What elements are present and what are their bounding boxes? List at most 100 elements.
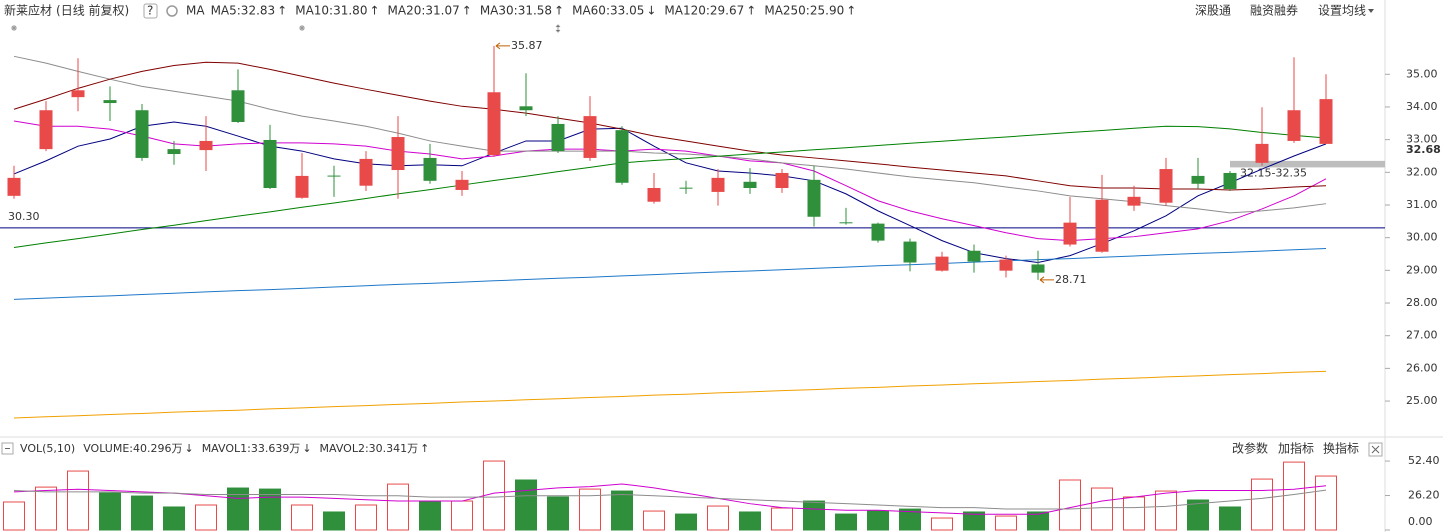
legend-trend: ↑ <box>277 4 287 18</box>
candle-body <box>519 106 533 111</box>
legend-entry: MA30:31.58 <box>480 4 552 18</box>
candle-body <box>583 116 597 158</box>
y-tick-label: 26.00 <box>1406 361 1438 374</box>
volume-bar <box>3 501 25 531</box>
legend-entry: MA10:31.80 <box>295 4 367 18</box>
candle-body <box>679 187 693 189</box>
candle-body <box>1127 196 1141 206</box>
event-mark <box>555 24 561 33</box>
candle-body <box>871 223 885 241</box>
volume-bar <box>643 510 665 531</box>
volume-bar <box>1155 490 1177 531</box>
legend-trend: ↓ <box>646 4 656 18</box>
panel-button[interactable]: 改参数 <box>1232 441 1268 456</box>
volume-bar <box>163 506 185 531</box>
legend-entry: VOLUME:40.296万 <box>83 442 182 455</box>
candle-body <box>327 175 341 177</box>
candle-body <box>711 177 725 192</box>
volume-bar <box>323 511 345 531</box>
candle-body <box>1063 222 1077 245</box>
y-tick-label: 32.00 <box>1406 165 1438 178</box>
volume-bar <box>515 479 537 531</box>
candle-body <box>295 175 309 198</box>
candle-body <box>167 149 181 155</box>
volume-bar <box>1219 506 1241 531</box>
candle-body <box>359 158 373 186</box>
candle-body <box>199 140 213 151</box>
volume-bar <box>931 517 953 531</box>
volume-bar <box>419 500 441 531</box>
candle-body <box>1095 199 1109 252</box>
help-box[interactable] <box>143 3 158 19</box>
volume-bar <box>291 504 313 531</box>
y-tick-label: 30.00 <box>1406 231 1438 244</box>
candle-body <box>615 130 629 183</box>
collapse-box[interactable] <box>1 442 14 455</box>
volume-bar <box>1091 487 1113 531</box>
volume-bar <box>35 486 57 531</box>
legend-entry: MA60:33.05 <box>572 4 644 18</box>
volume-bar <box>131 495 153 531</box>
legend-entry: MA250:25.90 <box>764 4 844 18</box>
volume-bar <box>899 508 921 531</box>
panel-button[interactable]: 加指标 <box>1278 441 1314 456</box>
min-arrow <box>1039 276 1054 284</box>
dropdown-arrow <box>1368 9 1374 13</box>
volume-bar <box>707 505 729 531</box>
volume-bar <box>355 504 377 531</box>
legend-trend: ↓ <box>302 442 311 455</box>
candle-body <box>743 181 757 188</box>
candle-body <box>391 137 405 171</box>
candle-body <box>1287 110 1301 141</box>
volume-bar <box>1027 511 1049 531</box>
legend-trend: ↑ <box>746 4 756 18</box>
candle-body <box>1319 99 1333 144</box>
volume-bar <box>739 511 761 531</box>
volume-bar <box>67 470 89 531</box>
volume-bar <box>803 500 825 531</box>
candle-body <box>967 250 981 262</box>
header-button[interactable]: 融资融券 <box>1250 3 1298 18</box>
markers <box>11 24 561 33</box>
close-box[interactable] <box>1368 442 1383 457</box>
candle-body <box>231 90 245 122</box>
help[interactable]: ? <box>147 4 153 18</box>
price-zone <box>1230 160 1385 168</box>
volume-bar <box>1283 461 1305 531</box>
volume-bar <box>1251 478 1273 531</box>
y-tick-label: 0.00 <box>1408 515 1433 528</box>
volume-bar <box>547 496 569 531</box>
legend-entry: MA5:32.83 <box>211 4 276 18</box>
legend-trend: ↑ <box>462 4 472 18</box>
panel-button[interactable]: 换指标 <box>1323 441 1359 456</box>
zone-label: 32.15-32.35 <box>1240 166 1307 179</box>
ma-line <box>13 489 1327 510</box>
y-tick-label: 35.00 <box>1406 67 1438 80</box>
y-tick-label: 33.00 <box>1406 133 1438 146</box>
reference-label: 30.30 <box>8 210 40 223</box>
header-button[interactable]: 深股通 <box>1195 4 1231 18</box>
volume-bar <box>867 510 889 531</box>
settings-icon[interactable] <box>166 5 178 17</box>
candle-body <box>39 110 53 150</box>
candle-body <box>903 241 917 263</box>
candle-body <box>1191 175 1205 184</box>
ma-line <box>13 247 1327 300</box>
legend-entry: MAVOL2:30.341万 <box>320 442 419 455</box>
candle-body <box>1031 264 1045 273</box>
header-button[interactable]: 设置均线 <box>1318 4 1366 18</box>
y-tick-label: 28.00 <box>1406 296 1438 309</box>
candle-body <box>455 179 469 190</box>
candle-body <box>999 259 1013 271</box>
y-tick-label: 29.00 <box>1406 263 1438 276</box>
volume-bar <box>579 488 601 531</box>
candle-body <box>103 100 117 104</box>
candle-body <box>135 110 149 158</box>
candle-body <box>551 123 565 152</box>
candle-body <box>839 222 853 224</box>
volume-bar <box>611 490 633 531</box>
event-star <box>11 25 17 31</box>
max-arrow <box>495 42 510 50</box>
volume-title: VOL(5,10) <box>20 442 75 455</box>
